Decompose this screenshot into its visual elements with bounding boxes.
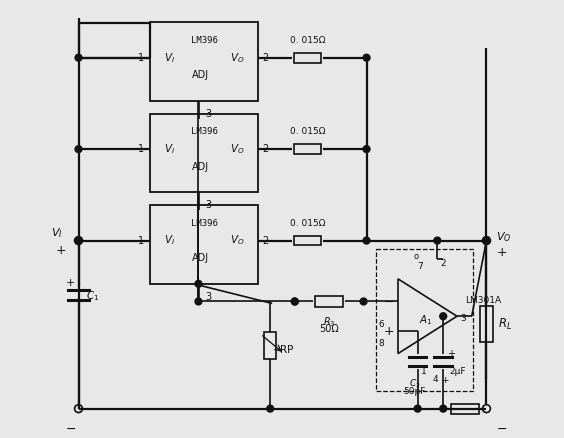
Text: 0. 015Ω: 0. 015Ω — [290, 219, 325, 228]
Text: +: + — [442, 376, 449, 385]
Text: $R_3$: $R_3$ — [323, 315, 336, 329]
Text: 1: 1 — [138, 236, 144, 246]
Text: 2: 2 — [262, 236, 268, 246]
Text: 0. 015Ω: 0. 015Ω — [290, 127, 325, 136]
Text: $V_I$: $V_I$ — [51, 226, 63, 240]
Text: 8: 8 — [378, 339, 384, 348]
Bar — [294, 144, 321, 154]
Text: +: + — [56, 244, 67, 257]
Circle shape — [292, 298, 298, 305]
Text: 1: 1 — [421, 367, 426, 376]
Text: RP: RP — [280, 345, 293, 355]
Text: $A_1$: $A_1$ — [418, 313, 433, 327]
Circle shape — [434, 237, 440, 244]
Circle shape — [363, 146, 370, 152]
Text: o: o — [413, 252, 418, 261]
Text: +: + — [447, 349, 455, 359]
Text: $C_2$: $C_2$ — [409, 377, 421, 390]
Text: +: + — [496, 246, 507, 259]
Bar — [315, 296, 343, 307]
Text: LM396: LM396 — [191, 127, 218, 137]
Bar — [265, 332, 276, 360]
Text: 2: 2 — [262, 144, 268, 154]
Text: 3: 3 — [205, 200, 211, 210]
Text: $C_1$: $C_1$ — [86, 290, 100, 304]
Text: $-$: $-$ — [496, 422, 508, 435]
Text: ADJ: ADJ — [192, 162, 209, 172]
Circle shape — [363, 54, 370, 61]
Text: 2: 2 — [440, 259, 446, 268]
Circle shape — [483, 237, 490, 244]
Text: $-$: $-$ — [65, 422, 76, 435]
Circle shape — [75, 146, 82, 152]
Text: $V_O$: $V_O$ — [496, 230, 512, 244]
Text: 2μF: 2μF — [449, 367, 466, 376]
Text: $V_I$: $V_I$ — [164, 51, 175, 65]
Circle shape — [75, 54, 82, 61]
Text: 3: 3 — [460, 314, 466, 323]
Circle shape — [195, 280, 202, 287]
Text: +: + — [66, 278, 76, 288]
Text: $V_I$: $V_I$ — [164, 233, 175, 247]
Text: 3: 3 — [205, 109, 211, 119]
Circle shape — [414, 405, 421, 412]
Bar — [294, 236, 321, 245]
Bar — [451, 404, 479, 413]
Text: $+$: $+$ — [383, 325, 394, 338]
Text: $R_L$: $R_L$ — [498, 317, 513, 332]
Bar — [294, 53, 321, 63]
Bar — [479, 307, 494, 342]
Circle shape — [267, 405, 274, 412]
Circle shape — [363, 237, 370, 244]
Text: $V_O$: $V_O$ — [230, 142, 245, 156]
Text: $V_O$: $V_O$ — [230, 51, 245, 65]
Text: 7: 7 — [417, 262, 422, 271]
Text: 6: 6 — [378, 320, 384, 328]
Text: ADJ: ADJ — [192, 71, 209, 81]
Text: 1: 1 — [138, 144, 144, 154]
Text: $V_O$: $V_O$ — [230, 233, 245, 247]
Circle shape — [195, 298, 202, 305]
Text: 0. 015Ω: 0. 015Ω — [290, 36, 325, 45]
Text: 2: 2 — [262, 53, 268, 63]
Text: LM301A: LM301A — [465, 296, 501, 305]
Text: LM396: LM396 — [191, 219, 218, 228]
Text: $-$: $-$ — [383, 295, 394, 308]
Text: 3: 3 — [205, 292, 211, 302]
Circle shape — [75, 237, 82, 244]
Bar — [150, 22, 258, 101]
Circle shape — [440, 313, 447, 320]
Text: ADJ: ADJ — [192, 253, 209, 263]
Bar — [376, 249, 473, 391]
Text: $V_I$: $V_I$ — [164, 142, 175, 156]
Circle shape — [360, 298, 367, 305]
Text: LM396: LM396 — [191, 36, 218, 45]
Circle shape — [292, 298, 298, 305]
Bar — [150, 114, 258, 192]
Text: 50pF: 50pF — [403, 387, 426, 396]
Text: 1: 1 — [138, 53, 144, 63]
Circle shape — [440, 405, 447, 412]
Text: 50Ω: 50Ω — [319, 324, 339, 334]
Text: 4: 4 — [433, 374, 438, 384]
Bar — [150, 205, 258, 284]
